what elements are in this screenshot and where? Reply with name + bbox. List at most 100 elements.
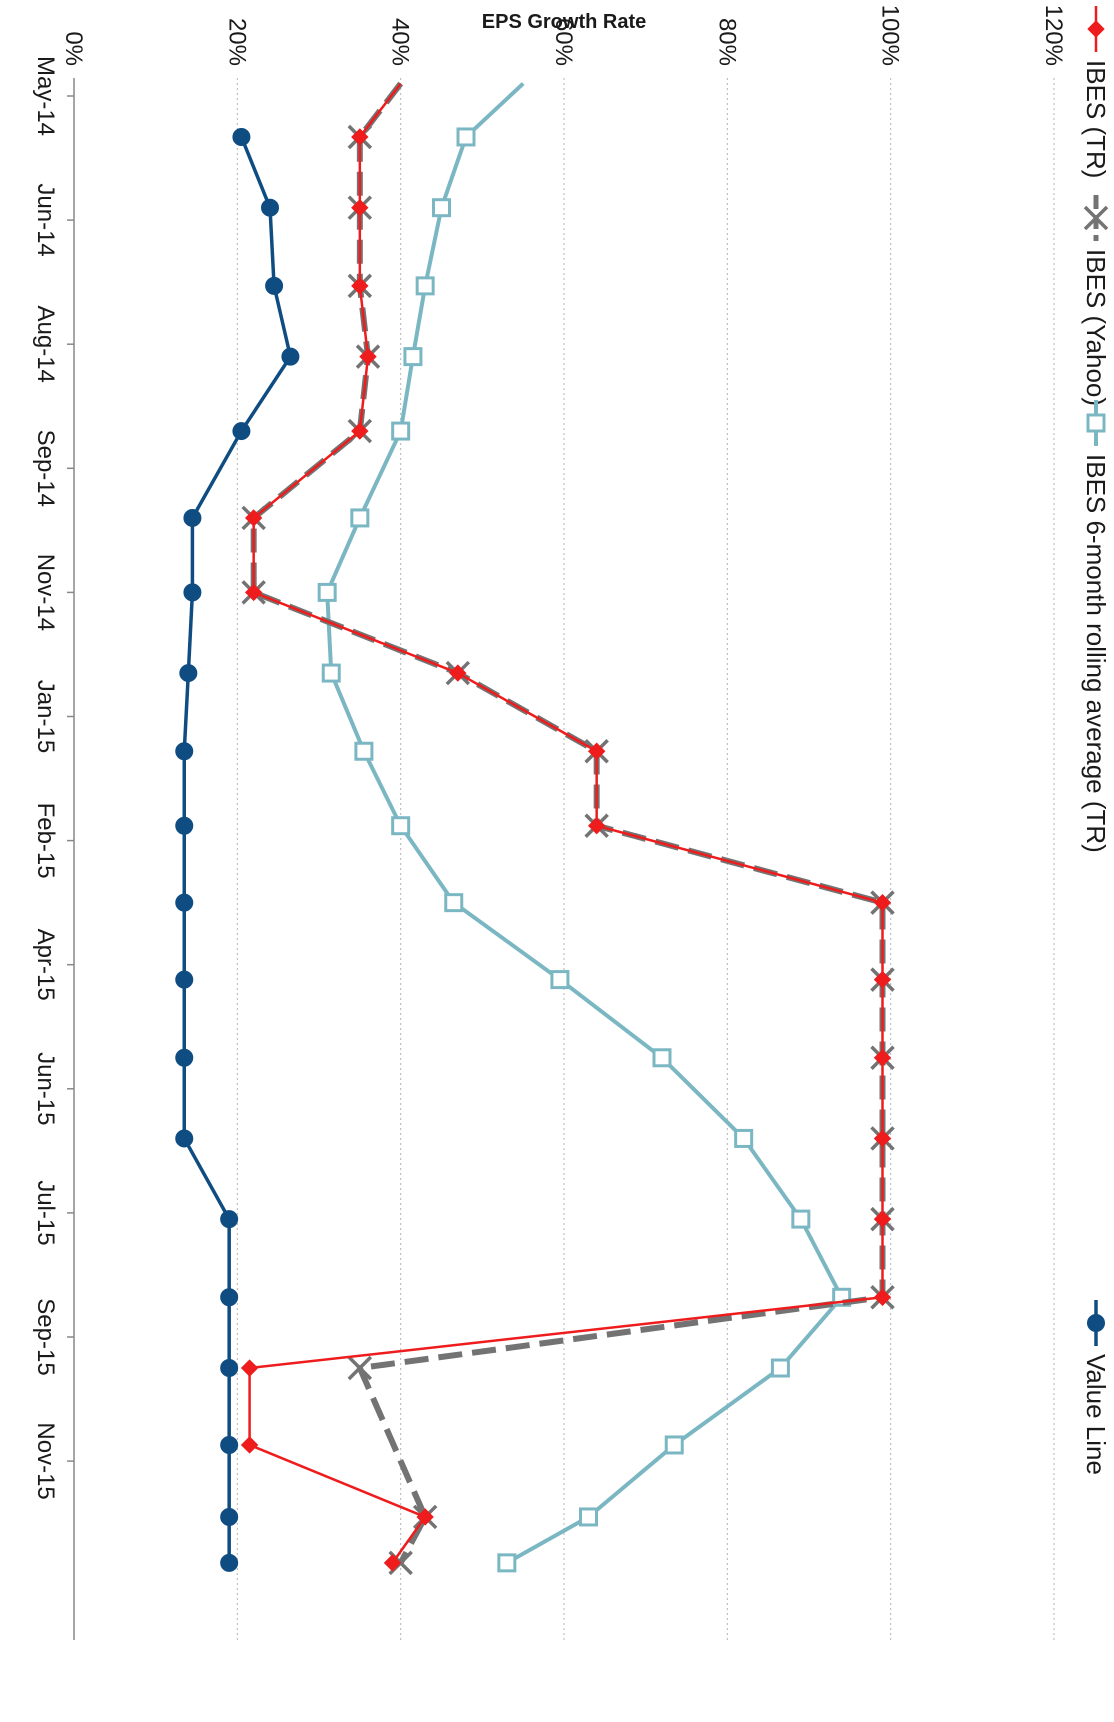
series-ibes-6-month-rolling-average-tr xyxy=(317,82,852,1573)
data-point xyxy=(183,583,202,602)
data-point xyxy=(873,893,892,912)
x-tick-label: Apr-15 xyxy=(32,929,59,1001)
data-point xyxy=(220,1507,239,1526)
x-tick-label: Nov-14 xyxy=(32,554,59,631)
x-tick-label: Nov-15 xyxy=(32,1422,59,1499)
data-point xyxy=(351,128,369,146)
x-tick-label: Jun-15 xyxy=(32,1052,59,1125)
chart-rotated-group: 0% 20% 40% 60% 80% 100% 120% May-14 Jun-14 Aug-14… xyxy=(32,5,1111,1640)
x-tick-label: Jun-14 xyxy=(32,183,59,256)
data-point xyxy=(220,1359,239,1378)
legend-label: Value Line xyxy=(1081,1354,1111,1475)
data-point xyxy=(265,276,284,295)
y-tick-label: 40% xyxy=(387,18,414,66)
legend-item: IBES (Yahoo) xyxy=(1081,195,1111,406)
series-ibes-tr xyxy=(240,82,892,1572)
legend-item: IBES (TR) xyxy=(1081,6,1111,178)
data-point xyxy=(1083,205,1109,231)
data-point xyxy=(1086,413,1106,433)
data-point xyxy=(444,893,464,913)
data-point xyxy=(791,1209,811,1229)
axes: 0% 20% 40% 60% 80% 100% 120% May-14 Jun-14 Aug-14… xyxy=(32,5,1067,1640)
data-point xyxy=(244,509,263,527)
data-point xyxy=(497,1553,517,1573)
data-point xyxy=(873,1049,892,1067)
data-point xyxy=(587,817,606,835)
data-point xyxy=(1087,1314,1105,1332)
y-tick-label: 20% xyxy=(223,18,250,66)
y-tick-label: 0% xyxy=(60,31,87,66)
data-point xyxy=(456,127,476,147)
legend-label: IBES (TR) xyxy=(1081,60,1111,178)
legend-label: IBES (Yahoo) xyxy=(1081,249,1111,406)
series-line xyxy=(250,81,886,1565)
data-point xyxy=(550,970,570,990)
data-point xyxy=(183,508,202,527)
data-point xyxy=(220,1553,239,1572)
data-point xyxy=(232,422,251,441)
data-point xyxy=(391,816,411,836)
y-tick-label: 60% xyxy=(550,18,577,66)
y-tick-label: 80% xyxy=(713,18,740,66)
legend-item: Value Line xyxy=(1081,1300,1111,1475)
data-point xyxy=(415,276,435,296)
data-point xyxy=(175,970,194,989)
series-layer xyxy=(175,81,895,1576)
data-point xyxy=(347,1355,373,1381)
data-point xyxy=(359,347,377,366)
data-point xyxy=(770,1358,790,1378)
data-point xyxy=(391,421,411,441)
data-point xyxy=(1087,20,1105,38)
data-point xyxy=(579,1507,598,1527)
series-line xyxy=(182,136,293,1563)
y-axis-label: EPS Growth Rate xyxy=(482,11,646,33)
data-point xyxy=(664,1435,684,1455)
data-point xyxy=(403,347,423,367)
x-tick-label: Aug-14 xyxy=(32,306,59,383)
data-point xyxy=(261,198,279,217)
data-point xyxy=(351,277,369,295)
series-line xyxy=(248,82,884,1564)
gridlines xyxy=(236,78,1055,1640)
legend-item: IBES 6-month rolling average (TR) xyxy=(1081,400,1111,853)
data-point xyxy=(416,1508,434,1526)
data-point xyxy=(179,664,198,683)
data-point xyxy=(354,741,374,761)
y-tick-label: 120% xyxy=(1040,5,1067,66)
data-point xyxy=(432,198,451,218)
data-point xyxy=(351,198,369,217)
data-point xyxy=(240,1359,259,1377)
data-point xyxy=(175,1048,194,1067)
data-point xyxy=(587,742,606,760)
legend: IBES (TR) IBES (Yahoo) IBES 6-month rollin… xyxy=(1081,6,1111,1475)
data-point xyxy=(652,1048,672,1068)
x-tick-label: Feb-15 xyxy=(32,803,59,879)
data-point xyxy=(321,663,341,683)
data-point xyxy=(175,742,194,761)
x-tick-label: Jan-15 xyxy=(32,680,59,753)
y-tick-label: 100% xyxy=(877,5,904,66)
data-point xyxy=(350,508,370,528)
legend-label: IBES 6-month rolling average (TR) xyxy=(1081,454,1111,853)
x-tick-label: Sep-15 xyxy=(32,1298,59,1375)
x-tick-label: Jul-15 xyxy=(32,1180,59,1245)
data-point xyxy=(873,1129,892,1148)
x-tick-label: May-14 xyxy=(32,56,59,136)
data-point xyxy=(449,664,467,682)
data-point xyxy=(383,1554,402,1572)
data-point xyxy=(734,1128,754,1148)
data-point xyxy=(244,583,263,602)
data-point xyxy=(175,1129,194,1148)
data-point xyxy=(240,1436,259,1454)
data-point xyxy=(351,422,369,440)
data-point xyxy=(232,127,251,146)
data-point xyxy=(175,893,194,912)
data-point xyxy=(873,970,892,989)
data-point xyxy=(317,582,337,602)
series-value-line xyxy=(175,127,300,1572)
data-point xyxy=(220,1210,239,1229)
data-point xyxy=(175,816,194,835)
data-point xyxy=(220,1288,239,1307)
